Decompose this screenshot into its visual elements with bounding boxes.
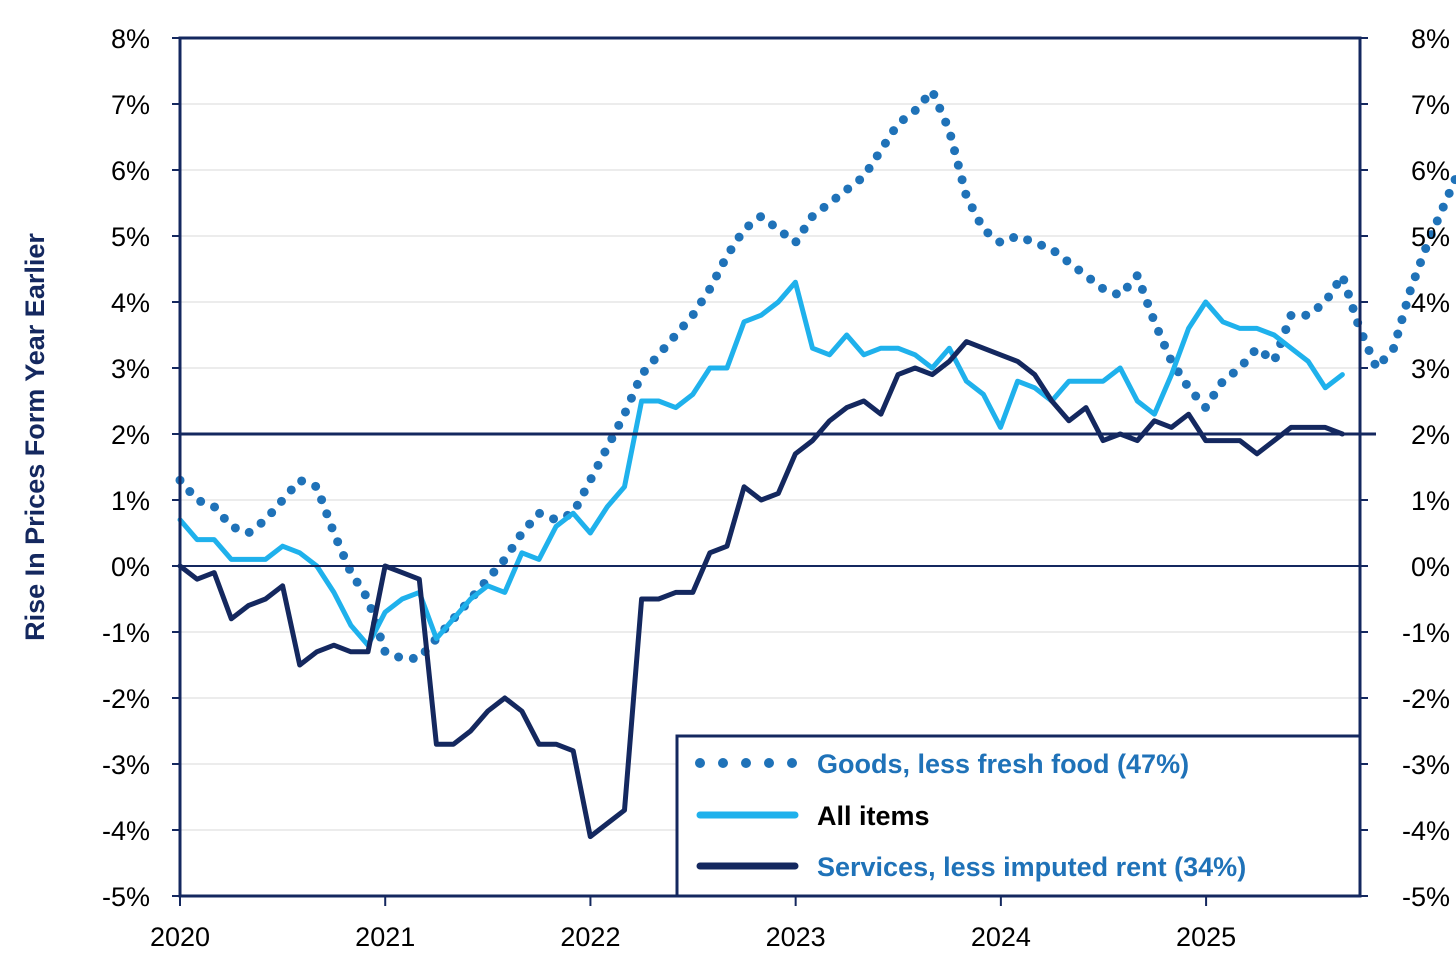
y-axis-label: Rise In Prices Form Year Earlier (20, 233, 50, 641)
x-axis-ticks: 2020 2021 2022 2023 2024 2025 (150, 896, 1236, 952)
legend-label-services: Services, less imputed rent (34%) (817, 852, 1246, 882)
y-tick-label-left: -3% (102, 750, 150, 780)
y-tick-label-left: 6% (111, 156, 150, 186)
series-line-1 (177, 279, 1345, 648)
y-tick-label-right: 6% (1411, 156, 1450, 186)
y-tick-label-right: 1% (1411, 486, 1450, 516)
x-tick-label: 2025 (1176, 922, 1236, 952)
y-tick-label-left: 1% (111, 486, 150, 516)
y-tick-label-left: 8% (111, 24, 150, 54)
y-tick-label-right: 5% (1411, 222, 1450, 252)
y-tick-label-right: 2% (1411, 420, 1450, 450)
y-tick-label-left: 7% (111, 90, 150, 120)
y-tick-label-right: -3% (1402, 750, 1450, 780)
y-tick-label-right: -5% (1402, 882, 1450, 912)
y-tick-label-right: 0% (1411, 552, 1450, 582)
y-tick-label-right: -4% (1402, 816, 1450, 846)
y-tick-label-left: 4% (111, 288, 150, 318)
legend-label-goods: Goods, less fresh food (47%) (817, 749, 1189, 779)
series-line-2 (177, 339, 1345, 840)
x-tick-label: 2022 (560, 922, 620, 952)
y-tick-label-left: -4% (102, 816, 150, 846)
y-tick-label-right: 3% (1411, 354, 1450, 384)
y-tick-label-right: 8% (1411, 24, 1450, 54)
y-axis-left-ticks: -5% -4% -3% -2% -1% 0% 1% 2% 3% 4% 5% 6% 7% 8% (102, 24, 180, 912)
series-line-0 (175, 86, 1456, 663)
legend: Goods, less fresh food (47%) All items S… (675, 734, 1362, 898)
legend-label-all-items: All items (817, 801, 930, 831)
y-tick-label-left: 5% (111, 222, 150, 252)
y-tick-label-left: 3% (111, 354, 150, 384)
series-layer (175, 86, 1456, 840)
x-tick-label: 2020 (150, 922, 210, 952)
y-tick-label-right: -1% (1402, 618, 1450, 648)
y-tick-label-right: 4% (1411, 288, 1450, 318)
x-tick-label: 2021 (355, 922, 415, 952)
y-tick-label-right: -2% (1402, 684, 1450, 714)
x-tick-label: 2024 (971, 922, 1031, 952)
y-tick-label-left: 0% (111, 552, 150, 582)
y-tick-label-right: 7% (1411, 90, 1450, 120)
y-axis-right-ticks: -5% -4% -3% -2% -1% 0% 1% 2% 3% 4% 5% 6% 7% 8% (1360, 24, 1450, 912)
y-tick-label-left: -2% (102, 684, 150, 714)
y-tick-label-left: -1% (102, 618, 150, 648)
y-tick-label-left: -5% (102, 882, 150, 912)
y-tick-label-left: 2% (111, 420, 150, 450)
x-tick-label: 2023 (766, 922, 826, 952)
